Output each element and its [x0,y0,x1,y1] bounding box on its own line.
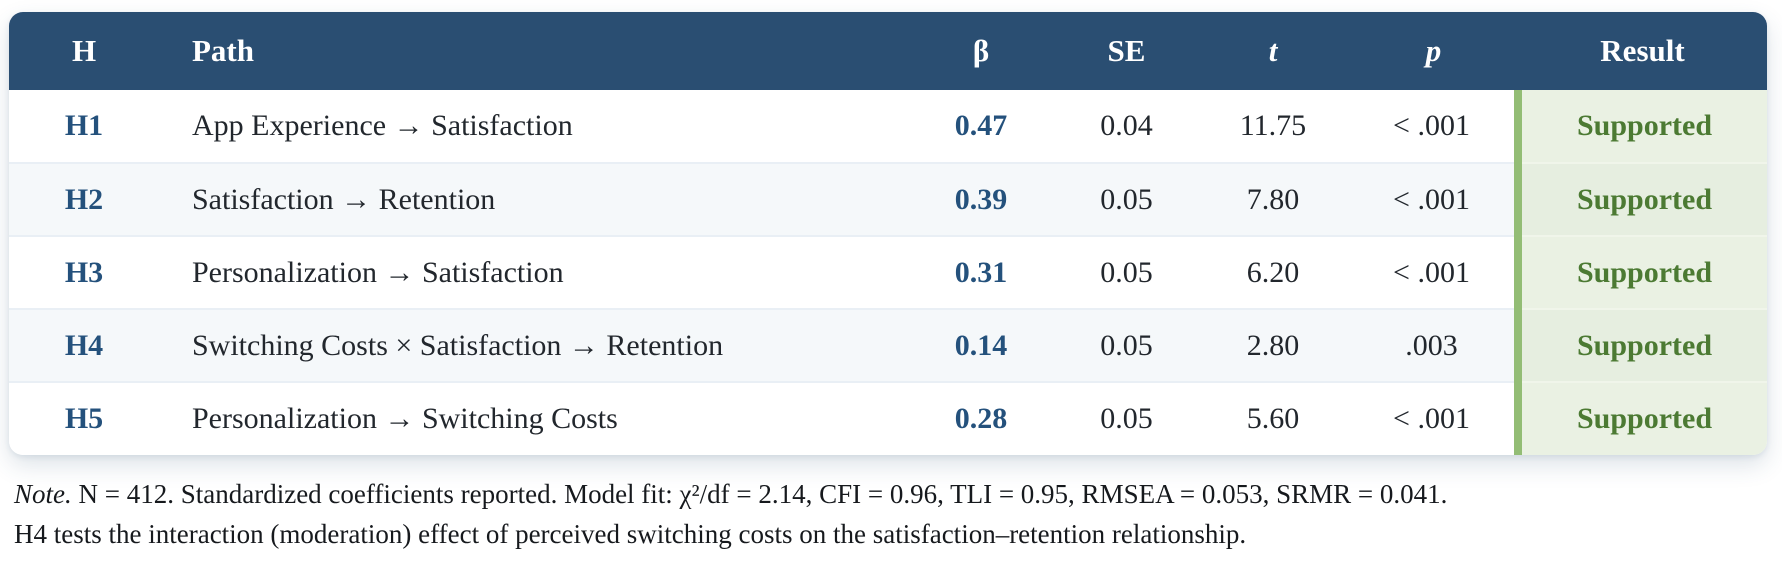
table-row: H1 App Experience → Satisfaction 0.47 0.… [9,90,1767,163]
column-header-path: Path [159,12,906,90]
column-header-hypothesis: H [9,12,159,90]
table-row: H5 Personalization → Switching Costs 0.2… [9,381,1767,455]
t-cell: 6.20 [1197,235,1349,309]
path-cell: App Experience → Satisfaction [159,90,906,163]
t-cell: 7.80 [1197,162,1349,236]
column-header-se: SE [1056,12,1197,90]
result-cell: Supported [1514,162,1767,236]
note-label: Note. [14,479,72,509]
se-cell: 0.05 [1056,235,1197,309]
p-cell: < .001 [1349,90,1518,163]
path-cell: Personalization → Switching Costs [159,381,906,455]
table-notes: Note. N = 412. Standardized coefficients… [14,474,1764,554]
result-cell: Supported [1514,381,1767,455]
beta-cell: 0.47 [906,90,1056,163]
hypothesis-id-cell: H1 [9,90,159,163]
result-cell: Supported [1514,90,1767,163]
note-line-2: H4 tests the interaction (moderation) ef… [14,519,1247,549]
se-cell: 0.05 [1056,308,1197,382]
t-cell: 5.60 [1197,381,1349,455]
p-cell: < .001 [1349,381,1518,455]
hypothesis-id-cell: H4 [9,308,159,382]
column-header-p: p [1349,12,1518,90]
path-cell: Satisfaction → Retention [159,162,906,236]
se-cell: 0.04 [1056,90,1197,163]
p-cell: < .001 [1349,235,1518,309]
beta-cell: 0.31 [906,235,1056,309]
hypothesis-id-cell: H2 [9,162,159,236]
table-header-row: H Path β SE t p Result [9,12,1767,90]
results-table-card: H Path β SE t p Result H1 App Experience… [9,12,1767,455]
note-line-1-text: N = 412. Standardized coefficients repor… [71,479,1448,509]
hypothesis-id-cell: H3 [9,235,159,309]
result-cell: Supported [1514,235,1767,309]
se-cell: 0.05 [1056,381,1197,455]
table-row: H4 Switching Costs × Satisfaction → Rete… [9,308,1767,382]
path-cell: Switching Costs × Satisfaction → Retenti… [159,308,906,382]
t-cell: 2.80 [1197,308,1349,382]
column-header-beta: β [906,12,1056,90]
path-cell: Personalization → Satisfaction [159,235,906,309]
se-cell: 0.05 [1056,162,1197,236]
t-cell: 11.75 [1197,90,1349,163]
hypothesis-results-table: H Path β SE t p Result H1 App Experience… [9,12,1767,455]
table-row: H3 Personalization → Satisfaction 0.31 0… [9,235,1767,309]
column-header-t: t [1197,12,1349,90]
beta-cell: 0.14 [906,308,1056,382]
p-cell: .003 [1349,308,1518,382]
table-body: H1 App Experience → Satisfaction 0.47 0.… [9,90,1767,455]
table-row: H2 Satisfaction → Retention 0.39 0.05 7.… [9,162,1767,236]
hypothesis-id-cell: H5 [9,381,159,455]
note-line-1: Note. N = 412. Standardized coefficients… [14,474,1764,514]
column-header-result: Result [1518,12,1767,90]
beta-cell: 0.39 [906,162,1056,236]
beta-cell: 0.28 [906,381,1056,455]
result-cell: Supported [1514,308,1767,382]
p-cell: < .001 [1349,162,1518,236]
